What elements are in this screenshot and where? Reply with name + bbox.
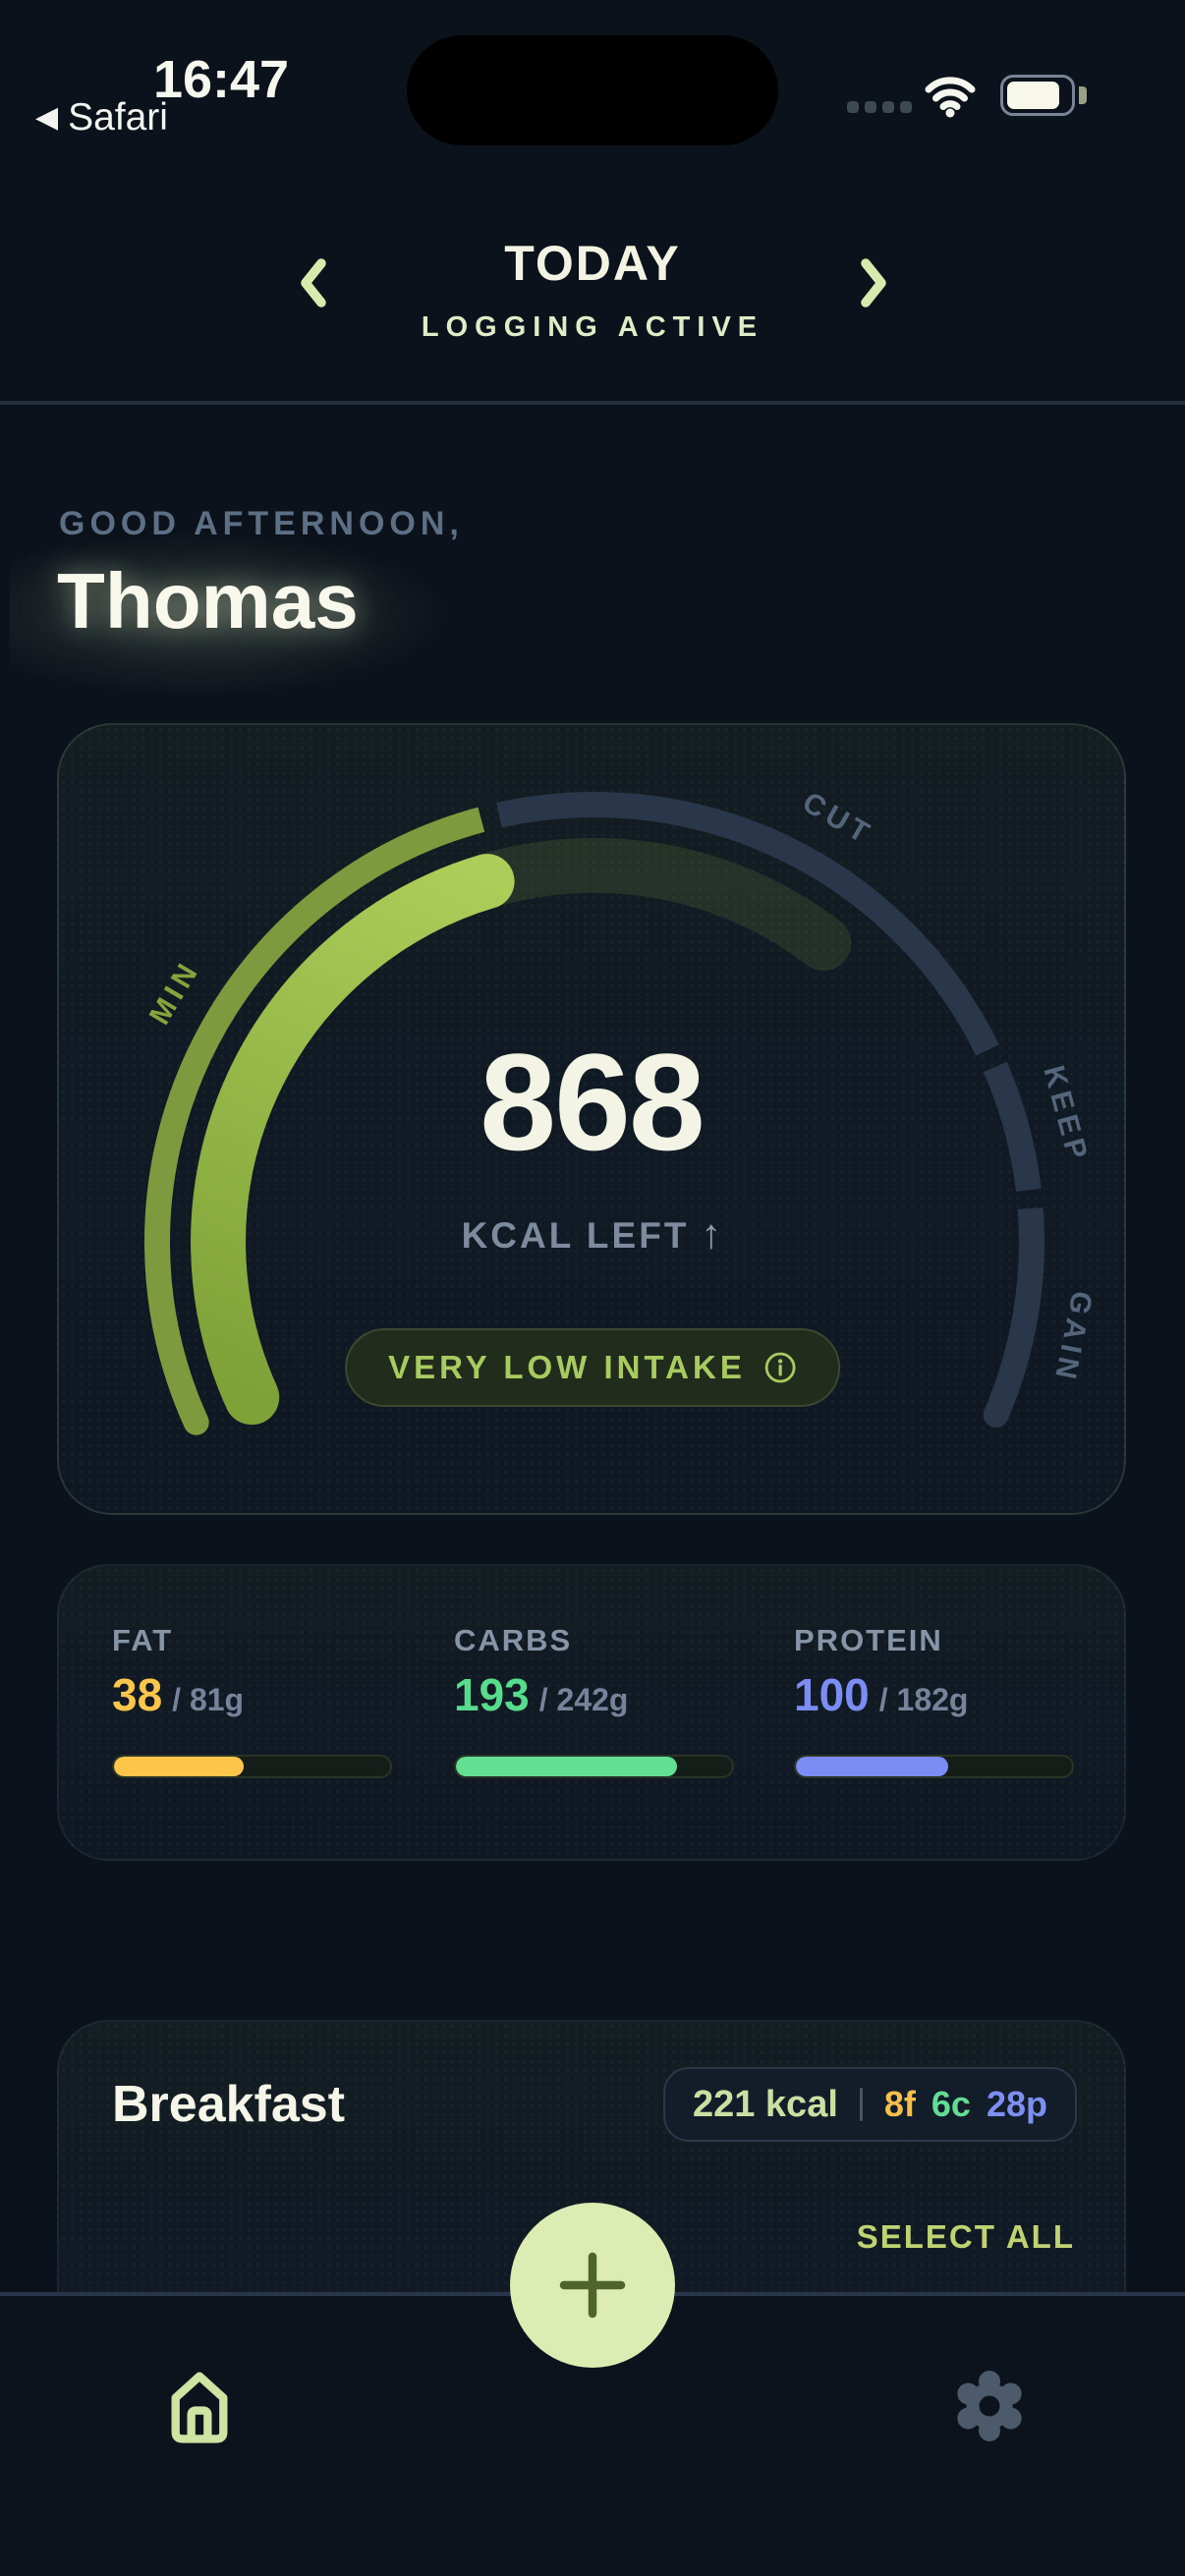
dynamic-island bbox=[407, 35, 778, 145]
macro-protein: PROTEIN 100 / 182g bbox=[794, 1566, 1074, 1863]
greeting-salutation: GOOD AFTERNOON, bbox=[59, 505, 464, 542]
macro-protein-fill bbox=[796, 1757, 948, 1776]
macro-carbs-goal: / 242g bbox=[538, 1682, 629, 1717]
macro-fat-value: 38 bbox=[112, 1669, 163, 1720]
gauge-zone-keep-arc bbox=[983, 1061, 1042, 1192]
macro-fat-fill bbox=[114, 1757, 245, 1776]
macro-carbs: CARBS 193 / 242g bbox=[454, 1566, 734, 1863]
logging-status: LOGGING ACTIVE bbox=[421, 311, 764, 343]
macro-carbs-fill bbox=[456, 1757, 677, 1776]
meal-protein: 28p bbox=[986, 2084, 1047, 2124]
select-all-button[interactable]: SELECT ALL bbox=[856, 2218, 1075, 2255]
macro-fat: FAT 38 / 81g bbox=[112, 1566, 392, 1863]
add-food-button[interactable] bbox=[510, 2203, 675, 2368]
page-title: TODAY bbox=[504, 236, 681, 291]
meal-kcal: 221 kcal bbox=[692, 2083, 838, 2125]
kcal-left-value: 868 bbox=[480, 1025, 705, 1179]
kcal-left-label: KCAL LEFT bbox=[461, 1215, 690, 1256]
macro-fat-goal: / 81g bbox=[172, 1682, 245, 1717]
gauge-min-cap bbox=[183, 1409, 209, 1435]
macros-card: FAT 38 / 81g CARBS 193 / 242g PROTEIN 10… bbox=[57, 1564, 1126, 1861]
badge-separator bbox=[859, 2088, 863, 2121]
intake-status-button[interactable]: VERY LOW INTAKE bbox=[345, 1328, 840, 1407]
gear-icon bbox=[957, 2371, 1022, 2441]
back-label: Safari bbox=[68, 96, 168, 139]
previous-day-button[interactable] bbox=[297, 256, 330, 309]
zone-label-min: MIN bbox=[143, 955, 206, 1031]
meal-carbs: 6c bbox=[931, 2084, 971, 2124]
header-divider bbox=[0, 401, 1185, 405]
macro-fat-label: FAT bbox=[112, 1623, 174, 1657]
meal-title: Breakfast bbox=[112, 2076, 346, 2133]
zone-label-gain: GAIN bbox=[1047, 1288, 1098, 1386]
gauge-zone-cut-arc bbox=[496, 792, 999, 1056]
nav-home-button[interactable] bbox=[160, 2364, 239, 2448]
macro-protein-label: PROTEIN bbox=[794, 1623, 943, 1657]
back-to-safari-button[interactable]: ◀ Safari bbox=[35, 96, 168, 140]
macro-carbs-label: CARBS bbox=[454, 1623, 573, 1657]
up-arrow-icon: ↑ bbox=[701, 1210, 722, 1257]
cellular-signal-icon bbox=[847, 101, 912, 113]
meal-header: Breakfast 221 kcal 8f 6c 28p bbox=[112, 2063, 1077, 2146]
battery-fill bbox=[1007, 82, 1060, 109]
kcal-left-toggle[interactable]: KCAL LEFT ↑ bbox=[57, 1210, 1126, 1258]
info-icon bbox=[764, 1352, 796, 1383]
name-glow bbox=[10, 531, 452, 698]
gauge-gain-cap bbox=[983, 1402, 1009, 1428]
calorie-gauge: MIN CUT KEEP GAIN bbox=[143, 786, 1098, 1435]
macro-protein-goal: / 182g bbox=[878, 1682, 969, 1717]
macro-protein-value: 100 bbox=[794, 1669, 870, 1720]
macro-carbs-value: 193 bbox=[454, 1669, 530, 1720]
battery-icon bbox=[1000, 75, 1075, 116]
gauge-progress-arc bbox=[191, 854, 515, 1426]
macro-carbs-bar bbox=[454, 1755, 734, 1778]
user-name: Thomas bbox=[57, 557, 359, 644]
intake-status-label: VERY LOW INTAKE bbox=[388, 1349, 746, 1385]
gauge-zone-min-arc bbox=[143, 807, 485, 1428]
gauge-zone-gain-arc bbox=[984, 1206, 1045, 1421]
back-icon: ◀ bbox=[35, 101, 59, 134]
macro-fat-bar bbox=[112, 1755, 392, 1778]
status-time: 16:47 bbox=[152, 50, 290, 109]
macro-protein-bar bbox=[794, 1755, 1074, 1778]
wifi-icon bbox=[924, 71, 977, 123]
next-day-button[interactable] bbox=[857, 256, 890, 309]
meal-summary-badge: 221 kcal 8f 6c 28p bbox=[662, 2067, 1077, 2142]
home-icon bbox=[171, 2372, 228, 2443]
plus-icon bbox=[559, 2252, 626, 2319]
nav-settings-button[interactable] bbox=[950, 2364, 1029, 2448]
meal-fat: 8f bbox=[883, 2084, 916, 2124]
battery-nub bbox=[1079, 86, 1087, 104]
zone-label-cut: CUT bbox=[797, 786, 878, 852]
